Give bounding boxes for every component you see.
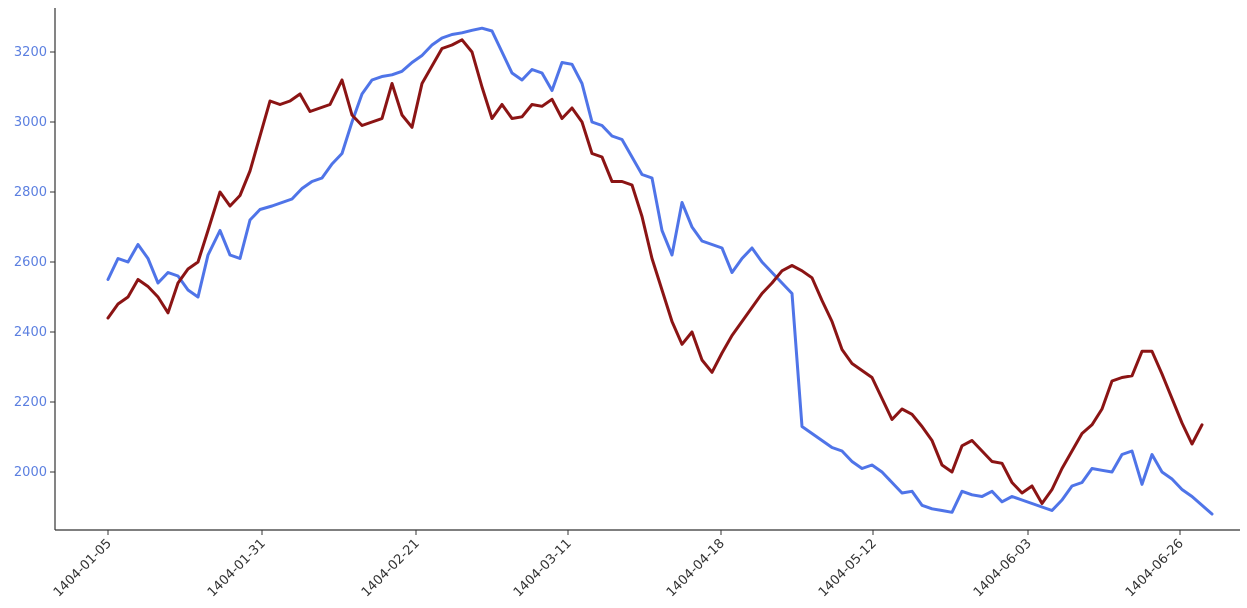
x-tick-label: 1404-06-26 [1123,536,1187,600]
x-tick-label: 1404-01-31 [205,536,269,600]
y-tick-label: 2200 [14,395,47,410]
y-tick-label: 2600 [14,255,47,270]
x-tick-label: 1404-04-18 [664,536,728,600]
x-tick-label: 1404-03-11 [511,536,575,600]
series-line-blue [106,26,1214,516]
series-layer [106,26,1214,516]
y-axis-ticks: 2000 2200 2400 2600 2800 3000 3200 [14,45,55,480]
y-tick-label: 2000 [14,465,47,480]
y-tick-label: 3200 [14,45,47,60]
series-line-red [106,38,1204,505]
axes [54,8,1240,531]
x-tick-label: 1404-06-03 [971,536,1035,600]
x-tick-label: 1404-02-21 [359,536,423,600]
y-tick-label: 2400 [14,325,47,340]
x-tick-label: 1404-05-12 [816,536,880,600]
x-tick-label: 1404-01-05 [51,536,115,600]
x-axis-ticks: 1404-01-05 1404-01-31 1404-02-21 1404-03-11… [51,530,1187,600]
y-tick-label: 2800 [14,185,47,200]
y-tick-label: 3000 [14,115,47,130]
